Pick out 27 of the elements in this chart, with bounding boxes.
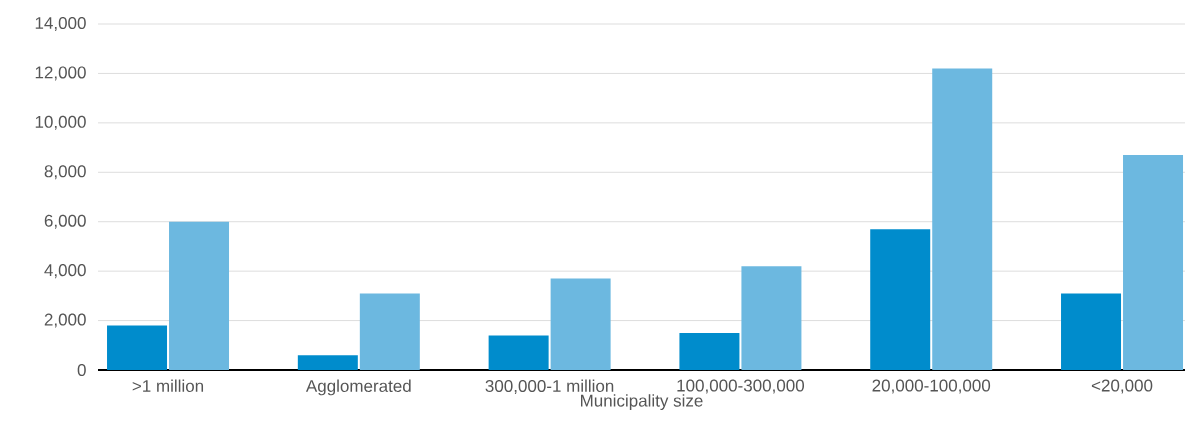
bar	[359, 293, 420, 370]
x-tick-label: 100,000-300,000	[677, 379, 805, 394]
bar	[741, 266, 802, 370]
y-tick-label: 4,000	[44, 264, 86, 279]
x-tick-label: Agglomerated	[305, 379, 411, 396]
x-axis-title: Municipality size	[581, 394, 703, 411]
y-tick-label: 0	[77, 363, 86, 377]
bar	[870, 229, 931, 370]
bar	[297, 355, 358, 370]
y-tick-label: 2,000	[44, 313, 86, 328]
bar	[488, 335, 549, 370]
y-tick-label: 10,000	[35, 115, 86, 130]
bar	[107, 325, 168, 370]
bar	[932, 68, 993, 370]
y-tick-label: 6,000	[44, 214, 86, 229]
y-tick-label: 14,000	[35, 16, 86, 32]
bar	[1123, 154, 1184, 370]
bar	[1061, 293, 1122, 370]
y-tick-label: 12,000	[35, 66, 86, 81]
bar	[169, 221, 230, 370]
x-tick-label: <20,000	[1091, 379, 1153, 394]
y-tick-label: 8,000	[44, 165, 86, 180]
x-tick-label: 20,000-100,000	[872, 379, 991, 394]
bar	[550, 278, 611, 370]
x-tick-label: >1 million	[132, 379, 204, 393]
bar	[679, 332, 740, 370]
x-tick-label: 300,000-1 million	[485, 379, 614, 395]
